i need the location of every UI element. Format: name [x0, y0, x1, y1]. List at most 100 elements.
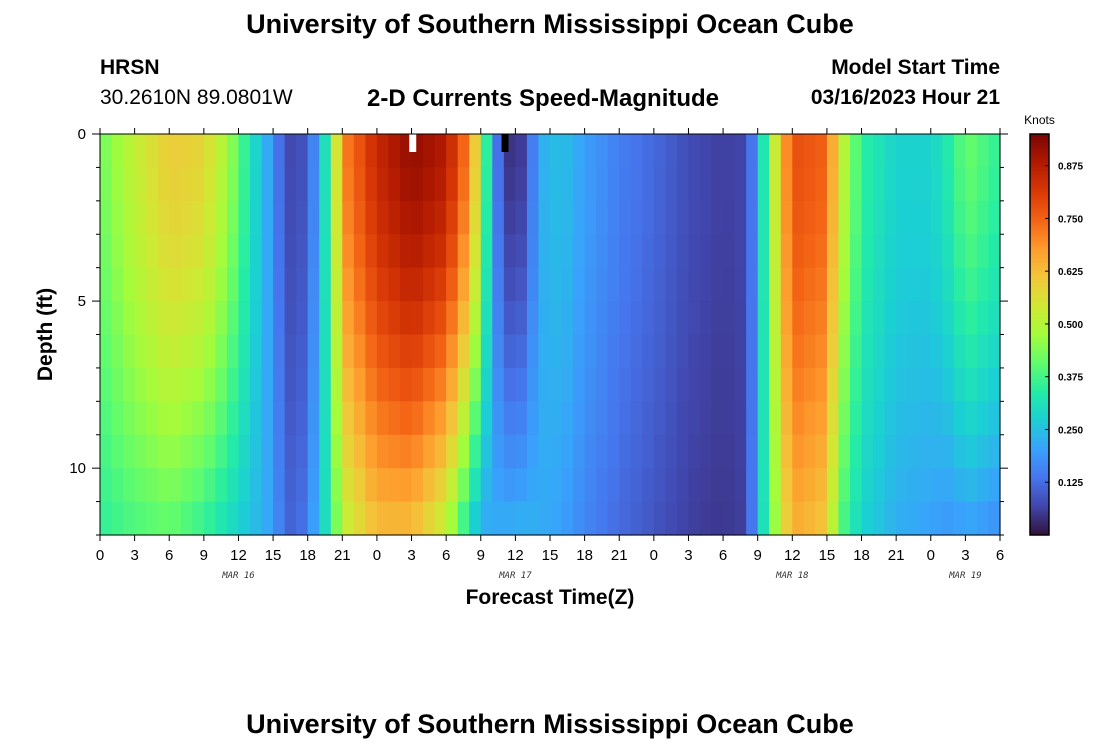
colorbar-gradient [1029, 133, 1050, 536]
heatmap-cell [734, 301, 747, 336]
heatmap-cell [942, 234, 955, 269]
heatmap-cell [123, 334, 136, 369]
heatmap-cell [192, 434, 205, 469]
heatmap-cell [423, 267, 436, 302]
heatmap-cell [642, 334, 655, 369]
heatmap-cell [607, 334, 620, 369]
page-title: University of Southern Mississippi Ocean… [246, 9, 854, 39]
heatmap-cell [550, 301, 563, 336]
heatmap-cell [457, 200, 470, 235]
heatmap-cell [769, 134, 782, 169]
x-tick-label: 21 [334, 547, 351, 564]
heatmap-cell [238, 167, 251, 202]
heatmap-cell [665, 334, 678, 369]
heatmap-cell [480, 134, 493, 169]
heatmap-cell [884, 401, 897, 436]
heatmap-cell [365, 167, 378, 202]
heatmap-cell [573, 468, 586, 503]
heatmap-cell [457, 501, 470, 536]
heatmap-cell [884, 234, 897, 269]
heatmap-cell [261, 267, 274, 302]
heatmap-cell [757, 434, 770, 469]
heatmap-cell [734, 401, 747, 436]
heatmap-cell [757, 468, 770, 503]
heatmap-cell [446, 267, 459, 302]
heatmap-cell [353, 501, 366, 536]
min-speed-marker [501, 134, 509, 152]
heatmap-cell [746, 468, 759, 503]
heatmap-cell [146, 200, 159, 235]
heatmap-cell [400, 134, 413, 169]
heatmap-cell [492, 434, 505, 469]
heatmap-cell [134, 334, 147, 369]
heatmap-cell [757, 234, 770, 269]
heatmap-cell [480, 501, 493, 536]
heatmap-cell [584, 501, 597, 536]
heatmap-cell [861, 334, 874, 369]
heatmap-cell [942, 134, 955, 169]
heatmap-cell [284, 434, 297, 469]
heatmap-cell [619, 134, 632, 169]
heatmap-cell [296, 434, 309, 469]
heatmap-cell [423, 434, 436, 469]
heatmap-cell [757, 367, 770, 402]
heatmap-cell [376, 468, 390, 503]
x-axis: 0 3 6 9 12 15 18 21 0 3 6 9 12 15 18 21 0 3 6 9 12 15 18 21 0 3 6 M… [96, 128, 1004, 581]
heatmap-cell [284, 501, 297, 536]
heatmap-cell [550, 434, 563, 469]
heatmap-cell [353, 167, 366, 202]
heatmap-cell [226, 501, 240, 536]
colorbar-tick-label: 0.750 [1058, 214, 1083, 225]
heatmap-cell [146, 434, 159, 469]
heatmap-cell [550, 134, 563, 169]
heatmap-cell [676, 167, 690, 202]
heatmap-cell [838, 267, 851, 302]
heatmap-cell [111, 234, 124, 269]
heatmap-cell [711, 301, 724, 336]
heatmap-cell [515, 267, 528, 302]
heatmap-cell [180, 234, 193, 269]
heatmap-cell [769, 367, 782, 402]
heatmap-cell [723, 434, 736, 469]
heatmap-cell [792, 468, 805, 503]
heatmap-cell [215, 468, 228, 503]
heatmap-cell [688, 434, 701, 469]
heatmap-cell [226, 434, 240, 469]
heatmap-cell [723, 334, 736, 369]
heatmap-cell [573, 367, 586, 402]
heatmap-cell [746, 134, 759, 169]
heatmap-cell [457, 434, 470, 469]
heatmap-cell [111, 401, 124, 436]
heatmap-cell [896, 301, 909, 336]
heatmap-cell [700, 401, 713, 436]
heatmap-cell [953, 468, 966, 503]
heatmap-cell [907, 200, 920, 235]
heatmap-cell [884, 134, 897, 169]
heatmap-cell [446, 301, 459, 336]
heatmap-cell [180, 468, 193, 503]
heatmap-cell [203, 401, 216, 436]
heatmap-cell [653, 468, 666, 503]
heatmap-cell [665, 267, 678, 302]
heatmap-cell [688, 334, 701, 369]
heatmap-cell [596, 468, 609, 503]
heatmap-cell [423, 167, 436, 202]
heatmap-cell [100, 367, 113, 402]
x-tick-label: 12 [230, 547, 247, 564]
heatmap-cell [700, 434, 713, 469]
heatmap-cell [261, 468, 274, 503]
heatmap-cell [861, 200, 874, 235]
heatmap-cell [780, 434, 793, 469]
x-tick-label: 3 [961, 547, 969, 564]
station-coordinates: 30.2610N 89.0801W [100, 86, 293, 109]
heatmap-cell [734, 334, 747, 369]
heatmap-cell [307, 401, 320, 436]
heatmap-cell [169, 301, 182, 336]
heatmap-cell [630, 334, 643, 369]
heatmap-cell [757, 267, 770, 302]
heatmap-cell [111, 267, 124, 302]
heatmap-cell [942, 334, 955, 369]
heatmap-cell [446, 501, 459, 536]
heatmap-cell [411, 301, 424, 336]
heatmap-cell [642, 367, 655, 402]
